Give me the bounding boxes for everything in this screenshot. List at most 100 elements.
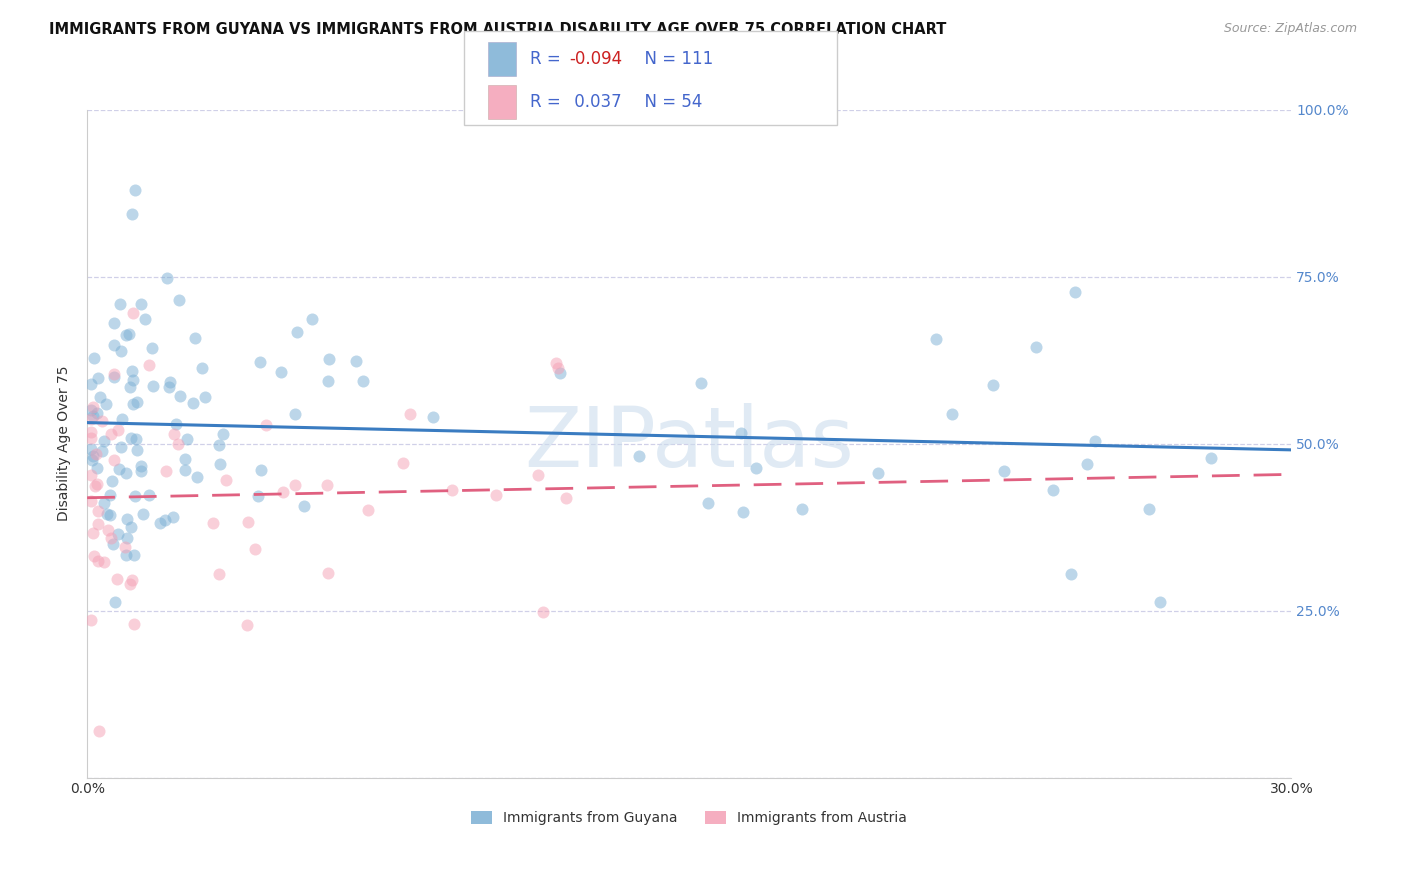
- Point: [115, 548, 138, 562]
- Point: [271, 484, 294, 499]
- Text: IMMIGRANTS FROM GUYANA VS IMMIGRANTS FROM AUSTRIA DISABILITY AGE OVER 75 CORRELA: IMMIGRANTS FROM GUYANA VS IMMIGRANTS FRO…: [49, 22, 946, 37]
- Y-axis label: Disability Age Over 75: Disability Age Over 75: [58, 366, 72, 521]
- Point: [344, 353, 367, 368]
- Point: [1060, 566, 1083, 581]
- Point: [103, 316, 125, 330]
- Point: [89, 390, 111, 404]
- Point: [97, 524, 120, 538]
- Point: [90, 414, 112, 428]
- Point: [166, 437, 188, 451]
- Point: [212, 427, 235, 442]
- Point: [94, 397, 117, 411]
- Point: [121, 207, 143, 221]
- Point: [214, 473, 236, 487]
- Point: [103, 370, 125, 384]
- Point: [80, 453, 103, 467]
- Legend: Immigrants from Guyana, Immigrants from Austria: Immigrants from Guyana, Immigrants from …: [465, 805, 912, 830]
- Point: [107, 527, 129, 541]
- Point: [122, 373, 145, 387]
- Point: [115, 512, 138, 526]
- Point: [101, 537, 124, 551]
- Point: [173, 451, 195, 466]
- Point: [121, 397, 143, 411]
- Point: [98, 508, 121, 522]
- Point: [80, 468, 103, 483]
- Point: [153, 513, 176, 527]
- Point: [391, 456, 413, 470]
- Point: [547, 361, 569, 376]
- Point: [82, 409, 104, 423]
- Point: [993, 464, 1015, 478]
- Point: [316, 477, 339, 491]
- Point: [105, 572, 128, 586]
- Point: [169, 389, 191, 403]
- Point: [1149, 595, 1171, 609]
- Point: [236, 618, 259, 632]
- Point: [866, 467, 889, 481]
- Point: [90, 444, 112, 458]
- Point: [165, 417, 187, 432]
- Point: [627, 449, 650, 463]
- Point: [167, 293, 190, 307]
- Point: [96, 507, 118, 521]
- Point: [316, 374, 339, 388]
- Point: [100, 474, 122, 488]
- Point: [124, 489, 146, 503]
- Point: [285, 325, 308, 339]
- Point: [122, 549, 145, 563]
- Point: [318, 352, 340, 367]
- Point: [129, 459, 152, 474]
- Point: [191, 360, 214, 375]
- Point: [83, 479, 105, 493]
- Point: [121, 306, 143, 320]
- Point: [316, 566, 339, 580]
- Point: [744, 461, 766, 475]
- Point: [80, 376, 103, 391]
- Text: -0.094: -0.094: [569, 51, 623, 69]
- Point: [82, 400, 104, 414]
- Point: [399, 407, 422, 421]
- Point: [159, 375, 181, 389]
- Point: [84, 447, 107, 461]
- Point: [127, 394, 149, 409]
- Point: [924, 332, 946, 346]
- Point: [108, 297, 131, 311]
- Point: [270, 365, 292, 379]
- Point: [176, 432, 198, 446]
- Point: [527, 468, 550, 483]
- Point: [1042, 483, 1064, 497]
- Point: [243, 542, 266, 557]
- Point: [86, 461, 108, 475]
- Point: [249, 355, 271, 369]
- Point: [83, 549, 105, 564]
- Text: N = 111: N = 111: [634, 51, 713, 69]
- Point: [121, 574, 143, 588]
- Point: [249, 463, 271, 477]
- Point: [93, 555, 115, 569]
- Point: [104, 594, 127, 608]
- Point: [194, 390, 217, 404]
- Point: [209, 458, 232, 472]
- Point: [546, 356, 568, 370]
- Point: [1201, 451, 1223, 466]
- Point: [80, 403, 103, 417]
- Point: [149, 516, 172, 531]
- Point: [174, 463, 197, 477]
- Point: [117, 531, 139, 545]
- Point: [132, 507, 155, 521]
- Point: [138, 488, 160, 502]
- Point: [1084, 434, 1107, 449]
- Point: [548, 366, 571, 380]
- Point: [110, 343, 132, 358]
- Point: [118, 577, 141, 591]
- Point: [110, 440, 132, 454]
- Point: [80, 411, 103, 425]
- Point: [941, 408, 963, 422]
- Point: [554, 491, 576, 506]
- Point: [181, 395, 204, 409]
- Point: [86, 504, 108, 518]
- Point: [111, 412, 134, 426]
- Point: [120, 520, 142, 534]
- Point: [114, 328, 136, 343]
- Point: [1025, 340, 1047, 354]
